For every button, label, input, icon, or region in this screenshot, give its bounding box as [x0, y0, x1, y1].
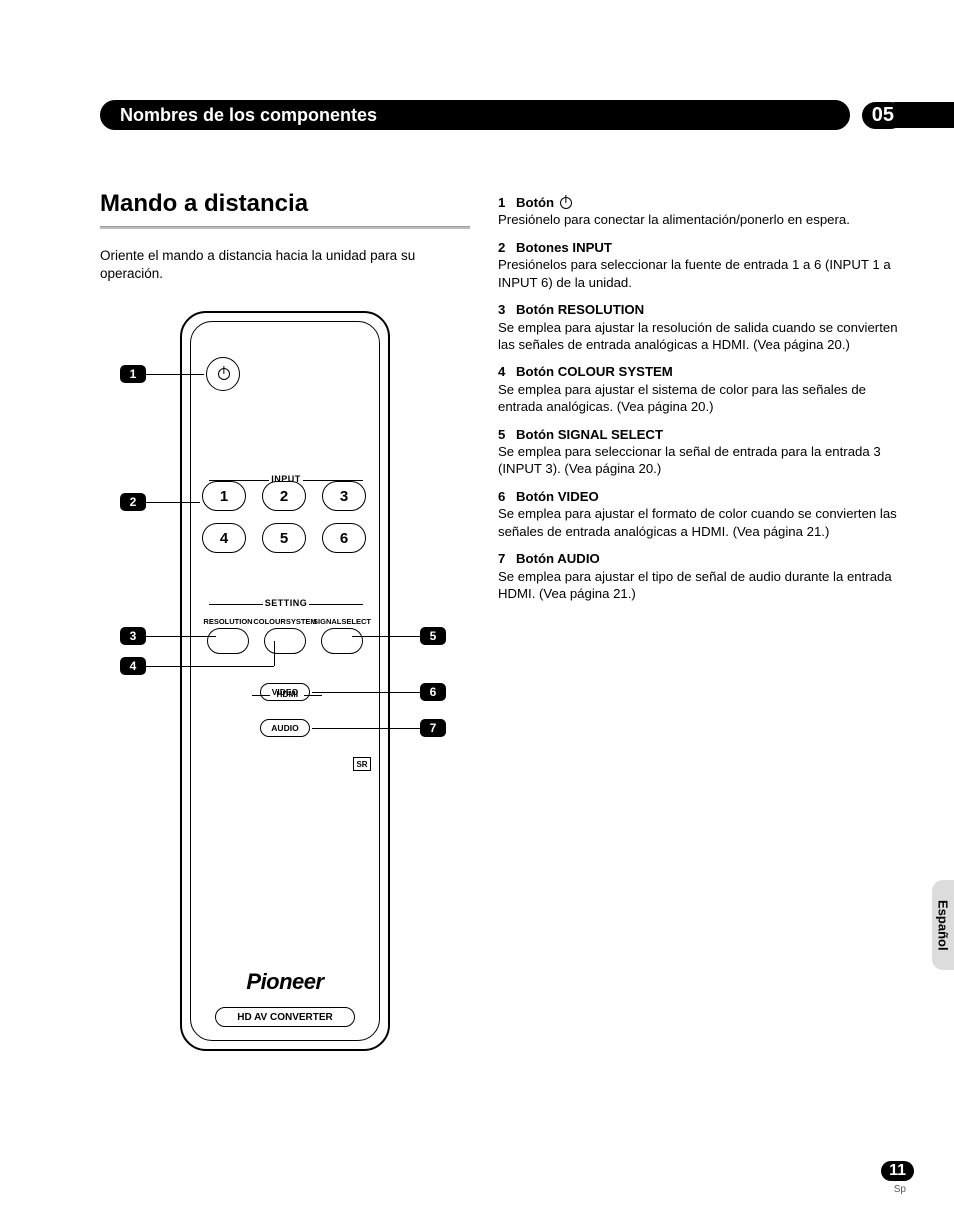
callout-7-leader	[312, 728, 420, 729]
description-body: Se emplea para ajustar el tipo de señal …	[498, 568, 904, 603]
input-button-3: 3	[322, 481, 366, 511]
description-item: 5Botón SIGNAL SELECTSe emplea para selec…	[498, 426, 904, 478]
page-number-badge: 11	[881, 1161, 914, 1181]
input-button-1: 1	[202, 481, 246, 511]
description-head-text: Botón RESOLUTION	[516, 302, 644, 317]
section-title-pill: Nombres de los componentes	[100, 100, 850, 130]
description-heading: 7Botón AUDIO	[498, 550, 904, 567]
description-head-text: Botón AUDIO	[516, 551, 600, 566]
description-body: Se emplea para ajustar el formato de col…	[498, 505, 904, 540]
description-head-text: Botón SIGNAL SELECT	[516, 427, 663, 442]
description-item: 6Botón VIDEOSe emplea para ajustar el fo…	[498, 488, 904, 540]
resolution-button-group: RESOLUTION	[202, 609, 254, 654]
signal-select-button	[321, 628, 363, 654]
input-button-grid: 1 2 3 4 5 6	[202, 481, 368, 553]
callout-4-leader	[146, 666, 274, 667]
description-head-text: Botón COLOUR SYSTEM	[516, 364, 673, 379]
callout-4-leader-v	[274, 641, 275, 666]
input-button-2: 2	[262, 481, 306, 511]
model-label: HD AV CONVERTER	[215, 1007, 355, 1027]
description-head-text: Botón	[516, 195, 554, 210]
signal-select-label: SIGNAL SELECT	[313, 609, 371, 625]
setting-rule-right	[309, 604, 363, 605]
description-number: 4	[498, 363, 516, 380]
remote-diagram: INPUT SETTING 1 2 3 4 5	[120, 311, 450, 1051]
hdmi-label-group: HDMI	[252, 689, 322, 699]
description-heading: 4Botón COLOUR SYSTEM	[498, 363, 904, 380]
content-columns: Mando a distancia Oriente el mando a dis…	[100, 190, 904, 1051]
description-number: 2	[498, 239, 516, 256]
description-item: 1Botón Presiónelo para conectar la alime…	[498, 194, 904, 229]
language-tab-label: Español	[936, 900, 951, 951]
callout-4: 4	[120, 657, 146, 675]
setting-section-label: SETTING	[263, 598, 309, 608]
left-column: Mando a distancia Oriente el mando a dis…	[100, 190, 470, 1051]
description-item: 3Botón RESOLUTIONSe emplea para ajustar …	[498, 301, 904, 353]
description-body: Se emplea para ajustar el sistema de col…	[498, 381, 904, 416]
page: Nombres de los componentes 05 Mando a di…	[0, 0, 954, 1229]
right-column: 1Botón Presiónelo para conectar la alime…	[498, 190, 904, 1051]
description-number: 3	[498, 301, 516, 318]
power-icon	[218, 368, 230, 380]
audio-button: AUDIO	[260, 719, 310, 737]
callout-5-leader	[352, 636, 420, 637]
input-button-4: 4	[202, 523, 246, 553]
callout-2: 2	[120, 493, 146, 511]
edge-black-bar	[894, 102, 954, 128]
hdmi-rule-left	[252, 695, 270, 696]
description-heading: 1Botón	[498, 194, 904, 211]
callout-1: 1	[120, 365, 146, 383]
resolution-label: RESOLUTION	[203, 609, 252, 625]
intro-text: Oriente el mando a distancia hacia la un…	[100, 247, 470, 283]
page-title: Mando a distancia	[100, 190, 470, 218]
callout-6: 6	[420, 683, 446, 701]
description-number: 1	[498, 194, 516, 211]
resolution-button	[207, 628, 249, 654]
callout-3-leader	[146, 636, 216, 637]
description-number: 7	[498, 550, 516, 567]
description-list: 1Botón Presiónelo para conectar la alime…	[498, 194, 904, 602]
section-title: Nombres de los componentes	[120, 105, 377, 126]
description-body: Se emplea para seleccionar la señal de e…	[498, 443, 904, 478]
setting-button-row: RESOLUTION COLOUR SYSTEM SIGNAL SEL	[202, 609, 368, 654]
brand-logo: Pioneer	[120, 969, 450, 995]
language-tab: Español	[932, 880, 954, 970]
remote-outline-inner: INPUT SETTING	[190, 321, 380, 1041]
power-icon	[560, 197, 572, 209]
sr-badge: SR	[353, 757, 371, 771]
description-heading: 2Botones INPUT	[498, 239, 904, 256]
description-head-text: Botón VIDEO	[516, 489, 599, 504]
callout-2-leader	[146, 502, 200, 503]
description-body: Se emplea para ajustar la resolución de …	[498, 319, 904, 354]
hdmi-rule-right	[304, 695, 322, 696]
description-item: 2Botones INPUTPresiónelos para seleccion…	[498, 239, 904, 291]
description-item: 4Botón COLOUR SYSTEMSe emplea para ajust…	[498, 363, 904, 415]
section-header: Nombres de los componentes 05	[100, 100, 904, 130]
description-number: 5	[498, 426, 516, 443]
title-rule	[100, 226, 470, 229]
description-head-text: Botones INPUT	[516, 240, 612, 255]
colour-system-label: COLOUR SYSTEM	[253, 609, 316, 625]
callout-3: 3	[120, 627, 146, 645]
setting-rule-left	[209, 604, 263, 605]
callout-5: 5	[420, 627, 446, 645]
hdmi-label: HDMI	[276, 689, 298, 699]
description-number: 6	[498, 488, 516, 505]
description-body: Presiónelos para seleccionar la fuente d…	[498, 256, 904, 291]
colour-system-button-group: COLOUR SYSTEM	[259, 609, 311, 654]
callout-7: 7	[420, 719, 446, 737]
callout-1-leader	[146, 374, 204, 375]
description-body: Presiónelo para conectar la alimentación…	[498, 211, 904, 228]
description-heading: 3Botón RESOLUTION	[498, 301, 904, 318]
colour-system-button	[264, 628, 306, 654]
input-button-6: 6	[322, 523, 366, 553]
page-language-code: Sp	[894, 1184, 906, 1195]
description-heading: 6Botón VIDEO	[498, 488, 904, 505]
input-button-5: 5	[262, 523, 306, 553]
description-heading: 5Botón SIGNAL SELECT	[498, 426, 904, 443]
description-item: 7Botón AUDIOSe emplea para ajustar el ti…	[498, 550, 904, 602]
callout-6-leader	[312, 692, 420, 693]
signal-select-button-group: SIGNAL SELECT	[316, 609, 368, 654]
